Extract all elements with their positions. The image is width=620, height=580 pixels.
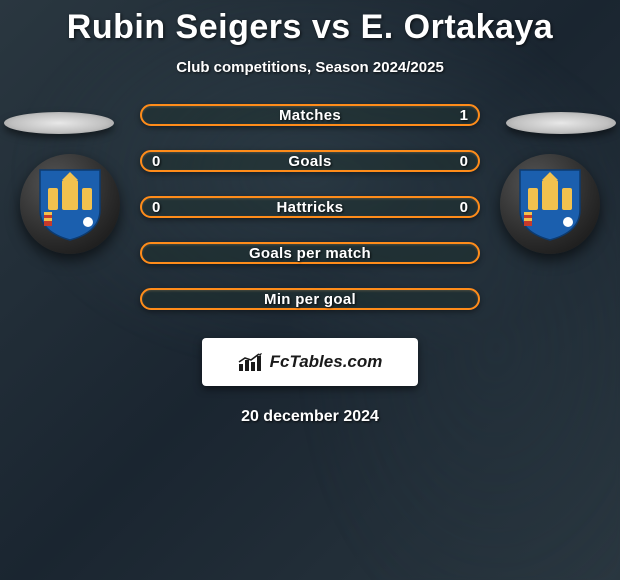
- subtitle: Club competitions, Season 2024/2025: [0, 59, 620, 76]
- stat-label: Goals per match: [249, 245, 371, 262]
- player-crest-right: [500, 154, 600, 254]
- stat-value-right: 0: [460, 199, 468, 216]
- stat-label: Goals: [288, 153, 331, 170]
- stat-label: Matches: [279, 107, 341, 124]
- platform-right: [506, 112, 616, 134]
- player-crest-left: [20, 154, 120, 254]
- stat-row: Min per goal: [140, 288, 480, 310]
- stats-list: Matches 1 0 Goals 0 0 Hattricks 0 Goals …: [140, 104, 480, 310]
- stat-value-right: 1: [460, 107, 468, 124]
- comparison-card: Rubin Seigers vs E. Ortakaya Club compet…: [0, 0, 620, 426]
- brand-badge: FcTables.com: [202, 338, 418, 386]
- stat-value-left: 0: [152, 199, 160, 216]
- stat-row: Matches 1: [140, 104, 480, 126]
- date-text: 20 december 2024: [0, 408, 620, 426]
- stat-label: Min per goal: [264, 291, 356, 308]
- chart-bars-icon: [238, 352, 264, 372]
- brand-text: FcTables.com: [270, 352, 383, 372]
- comparison-arena: Matches 1 0 Goals 0 0 Hattricks 0 Goals …: [0, 104, 620, 310]
- club-shield-icon: [518, 166, 582, 242]
- stat-label: Hattricks: [277, 199, 344, 216]
- stat-row: 0 Goals 0: [140, 150, 480, 172]
- platform-left: [4, 112, 114, 134]
- stat-row: Goals per match: [140, 242, 480, 264]
- stat-value-left: 0: [152, 153, 160, 170]
- club-shield-icon: [38, 166, 102, 242]
- page-title: Rubin Seigers vs E. Ortakaya: [0, 0, 620, 47]
- stat-row: 0 Hattricks 0: [140, 196, 480, 218]
- stat-value-right: 0: [460, 153, 468, 170]
